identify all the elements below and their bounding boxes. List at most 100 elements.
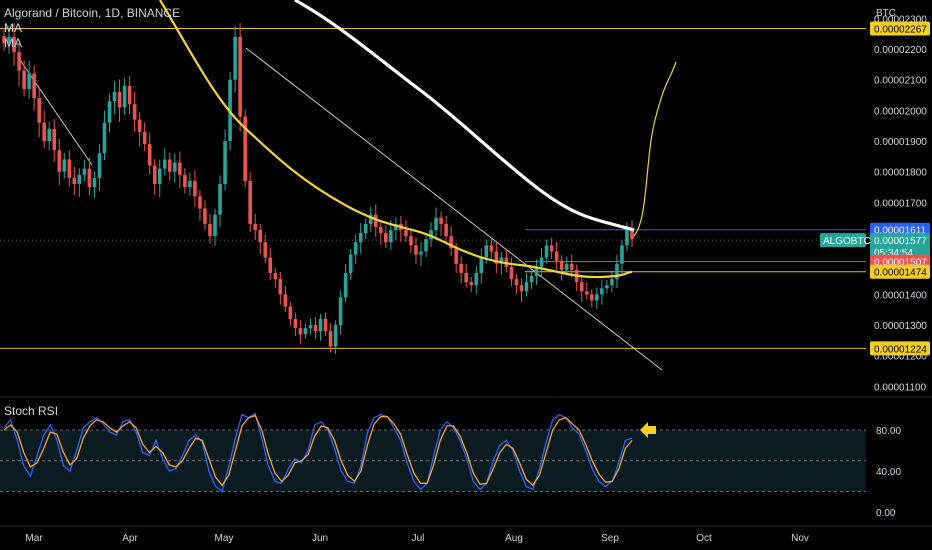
candle-body: [82, 168, 87, 175]
candle: [183, 168, 187, 194]
candle-body: [620, 245, 624, 264]
candle: [338, 290, 343, 335]
candle: [630, 220, 634, 247]
candle: [333, 320, 338, 355]
candle-body: [419, 251, 423, 255]
candle-body: [414, 245, 418, 255]
y-tick-label: 0.00002100: [874, 76, 927, 87]
candle-body: [233, 36, 237, 80]
candle: [157, 159, 162, 197]
rsi-tick-label: 80.00: [876, 426, 901, 437]
x-tick-label: Mar: [25, 533, 43, 544]
candle-body: [47, 128, 52, 142]
candle-body: [328, 331, 333, 347]
candle: [579, 275, 584, 302]
stoch-d-line: [3, 414, 633, 487]
horizontal-levels: [0, 28, 866, 349]
price-tag-text: 05:34:54: [874, 248, 913, 259]
candle-body: [444, 223, 448, 237]
candle-body: [569, 263, 574, 270]
legend-ma-2[interactable]: MA: [4, 36, 22, 50]
candle-body: [534, 266, 539, 277]
candle-body: [625, 230, 629, 246]
candle: [263, 234, 268, 264]
candle: [273, 267, 278, 288]
candle: [348, 248, 353, 281]
candle-body: [564, 263, 569, 270]
candle-body: [22, 70, 26, 89]
candle: [303, 323, 308, 339]
projection-line: [633, 61, 677, 237]
candle-body: [12, 36, 16, 53]
candle: [313, 317, 318, 340]
candle: [328, 323, 333, 353]
candle: [584, 282, 589, 300]
candle-body: [353, 242, 358, 255]
candle: [142, 122, 147, 152]
candle-body: [454, 248, 458, 264]
candle: [67, 150, 72, 187]
candle-body: [288, 306, 293, 319]
candle-body: [2, 36, 6, 43]
candles: [2, 23, 634, 355]
ma-white-line: [294, 0, 635, 232]
candle: [173, 153, 177, 183]
x-tick-label: Nov: [791, 533, 809, 544]
candle-body: [132, 104, 137, 120]
candle-body: [595, 294, 599, 301]
candle: [203, 200, 207, 230]
candle: [404, 220, 408, 242]
candle-body: [77, 174, 82, 185]
x-tick-label: Oct: [696, 533, 712, 544]
candle: [258, 224, 263, 254]
candle: [358, 223, 363, 254]
candle: [218, 175, 222, 227]
x-tick-label: Jun: [312, 533, 328, 544]
candle-body: [539, 257, 544, 267]
candle-body: [549, 245, 554, 252]
candle: [399, 215, 403, 242]
price-tag-text: 0.00001224: [874, 344, 927, 355]
candle: [288, 301, 293, 326]
candle: [474, 265, 479, 294]
price-tag-text: 0.00001474: [874, 268, 927, 279]
candle-body: [117, 92, 122, 108]
candle: [268, 248, 273, 281]
candle: [112, 81, 117, 114]
candle-body: [112, 92, 117, 102]
candle: [72, 166, 77, 195]
price-tag-bg: [870, 341, 930, 356]
candle: [47, 121, 52, 151]
x-tick-label: May: [215, 533, 234, 544]
candle: [600, 279, 604, 305]
candle: [569, 254, 574, 278]
candle: [82, 159, 87, 182]
axis-currency: BTC: [876, 8, 896, 19]
price-tags: 0.000022670.000016110.0000157705:34:540.…: [820, 21, 930, 356]
candle: [37, 88, 41, 138]
stoch-rsi-title[interactable]: Stoch RSI: [4, 404, 59, 418]
candle: [77, 168, 82, 197]
legend-ma-1[interactable]: MA: [4, 21, 22, 35]
candle-body: [188, 180, 192, 188]
candle-body: [167, 159, 172, 172]
candle: [117, 79, 122, 123]
candle-body: [7, 36, 11, 43]
time-axis[interactable]: Mar Apr May Jun Jul Aug Sep Oct Nov: [0, 525, 932, 544]
candle-body: [600, 288, 604, 295]
candle-body: [152, 165, 157, 185]
y-tick-label: 0.00001900: [874, 137, 927, 148]
candle: [373, 204, 378, 237]
candle: [233, 25, 237, 93]
legend-title[interactable]: Algorand / Bitcoin, 1D, BINANCE: [4, 6, 181, 20]
candle-body: [579, 282, 584, 292]
candle: [620, 239, 624, 275]
candle-body: [429, 230, 433, 240]
candle: [122, 78, 127, 115]
stoch-k-line: [3, 412, 633, 493]
candle-body: [248, 180, 252, 224]
candle-body: [293, 318, 298, 329]
candle: [2, 27, 6, 52]
